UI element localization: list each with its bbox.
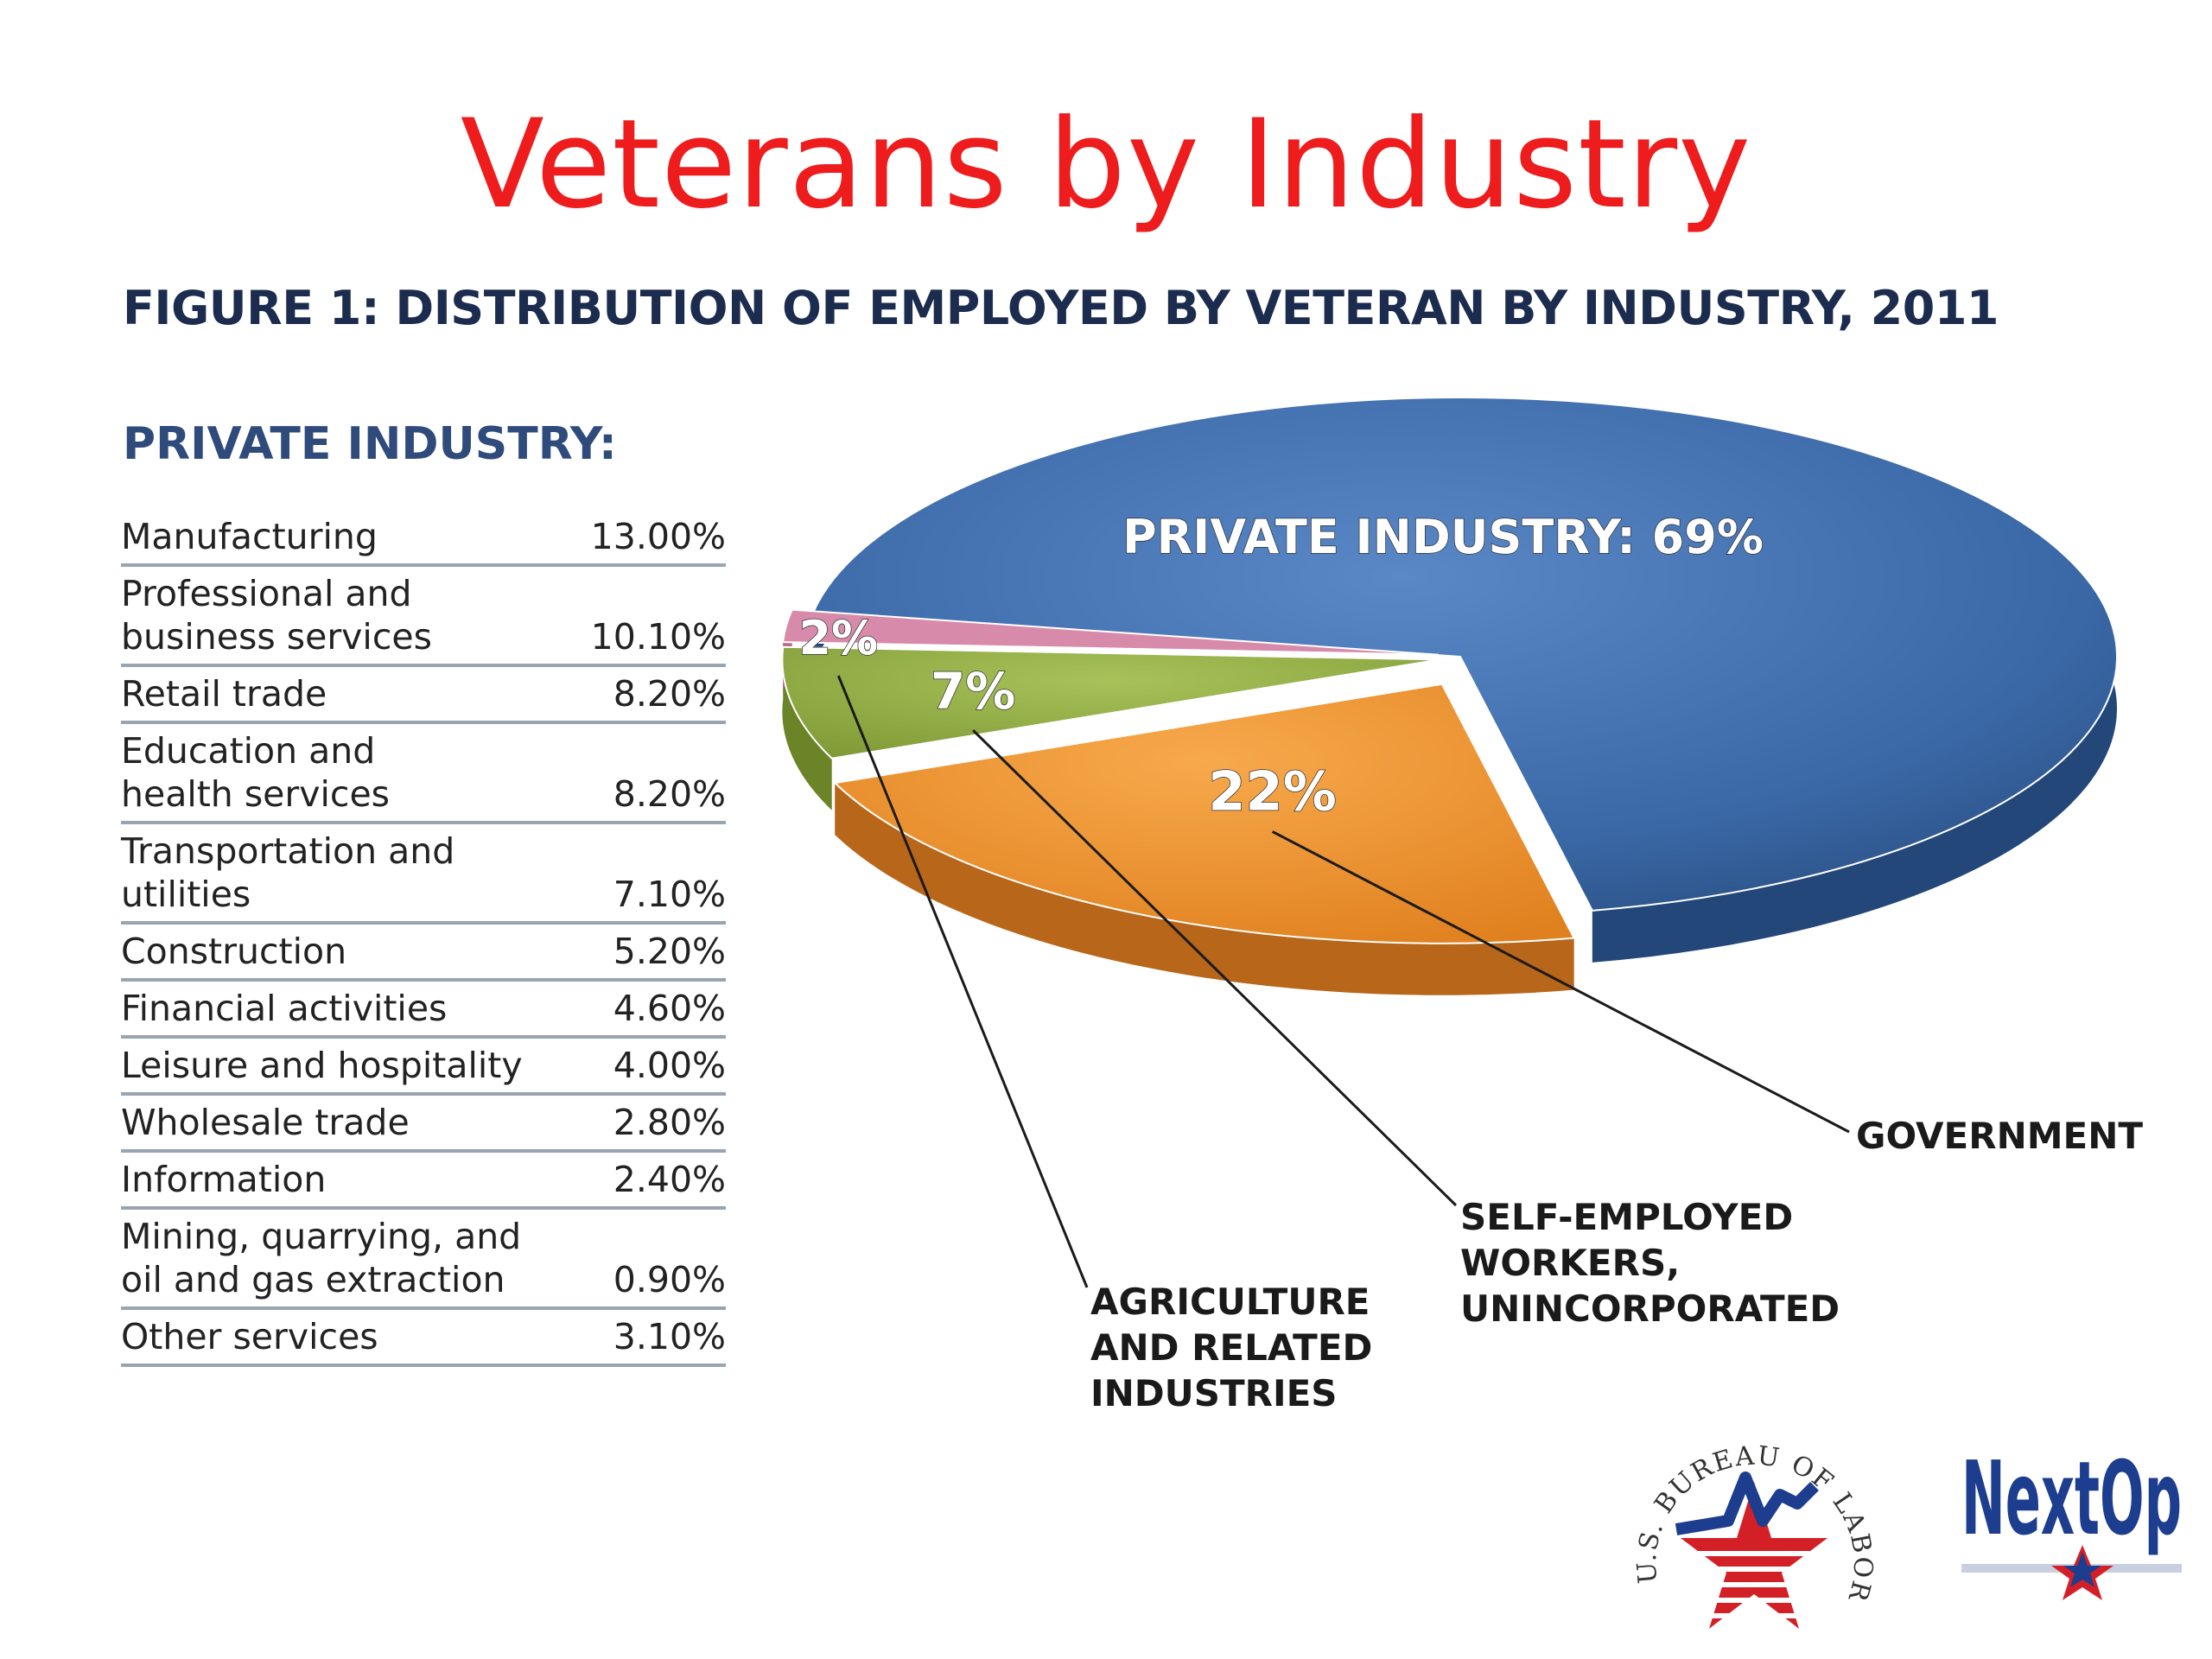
row-label: Financial activities — [121, 988, 448, 1029]
callout-government: GOVERNMENT — [1856, 1115, 2144, 1157]
row-value: 7.10% — [613, 874, 726, 915]
bls-seal-icon: U.S. BUREAU OF LABOR STATISTICS — [1614, 1368, 1876, 1629]
table-row: Retail trade 8.20% — [121, 667, 726, 724]
row-label: Construction — [121, 931, 347, 972]
row-label: Retail trade — [121, 673, 327, 715]
pie-slice-side — [835, 783, 1574, 995]
pie-slice-government — [833, 683, 1576, 944]
row-value: 3.10% — [613, 1316, 726, 1357]
row-value: 2.80% — [613, 1102, 726, 1143]
figure-title: FIGURE 1: DISTRIBUTION OF EMPLOYED BY VE… — [123, 281, 1999, 335]
row-value: 0.90% — [613, 1259, 726, 1300]
table-row: Wholesale trade 2.80% — [121, 1096, 726, 1153]
pie-slice-label: 7% — [931, 662, 1015, 721]
callout-agriculture: AGRICULTURE AND RELATED INDUSTRIES — [1090, 1281, 1373, 1407]
table-row: Professional and business services 10.10% — [121, 567, 726, 667]
pie-slice-self-employed — [781, 645, 1440, 760]
svg-text:NextOp: NextOp — [1961, 1439, 2182, 1558]
table-row: Other services 3.10% — [121, 1310, 726, 1367]
slide-title: Veterans by Industry — [460, 93, 1752, 236]
row-value: 13.00% — [590, 516, 726, 557]
nextop-logo: NextOp — [1961, 1434, 2186, 1607]
pie-slice-label: PRIVATE INDUSTRY: 69% — [1122, 510, 1764, 564]
callout-self-employed: SELF-EMPLOYED WORKERS, UNINCORPORATED — [1460, 1196, 1840, 1330]
row-label: Transportation and utilities — [121, 830, 455, 915]
row-value: 2.40% — [613, 1159, 726, 1200]
pie-slice-side — [782, 646, 832, 810]
row-value: 10.10% — [590, 616, 726, 658]
pie-slice-label: 2% — [798, 611, 878, 665]
table-row: Education and health services 8.20% — [121, 724, 726, 824]
row-label: Other services — [121, 1316, 378, 1357]
row-label: Manufacturing — [121, 516, 378, 557]
nextop-logo-icon: NextOp — [1961, 1439, 2182, 1600]
row-value: 8.20% — [613, 673, 726, 715]
row-label: Professional and business services — [121, 573, 432, 658]
row-value: 4.00% — [613, 1045, 726, 1086]
leader-line — [972, 729, 1458, 1207]
row-label: Wholesale trade — [121, 1102, 410, 1143]
pie-slice-label: 22% — [1208, 760, 1336, 823]
row-label: Information — [121, 1159, 327, 1200]
pie-slice-private — [812, 397, 2118, 912]
table-row: Construction 5.20% — [121, 925, 726, 982]
row-label: Leisure and hospitality — [121, 1045, 523, 1086]
row-value: 5.20% — [613, 931, 726, 972]
table-row: Information 2.40% — [121, 1153, 726, 1210]
table-heading: PRIVATE INDUSTRY: — [123, 418, 617, 470]
pie-slice-agriculture — [781, 608, 1440, 656]
leader-line — [836, 675, 1089, 1288]
leader-line — [1271, 830, 1850, 1134]
table-row: Financial activities 4.60% — [121, 982, 726, 1039]
bls-logo: U.S. BUREAU OF LABOR STATISTICS — [1614, 1368, 1884, 1650]
industry-table: Manufacturing 13.00% Professional and busi… — [121, 510, 726, 1367]
row-value: 8.20% — [613, 773, 726, 815]
row-label: Education and health services — [121, 730, 391, 815]
table-row: Transportation and utilities 7.10% — [121, 824, 726, 925]
row-value: 4.60% — [613, 988, 726, 1029]
table-row: Leisure and hospitality 4.00% — [121, 1039, 726, 1096]
row-label: Mining, quarrying, and oil and gas extra… — [121, 1216, 522, 1300]
table-row: Manufacturing 13.00% — [121, 510, 726, 567]
table-row: Mining, quarrying, and oil and gas extra… — [121, 1210, 726, 1310]
